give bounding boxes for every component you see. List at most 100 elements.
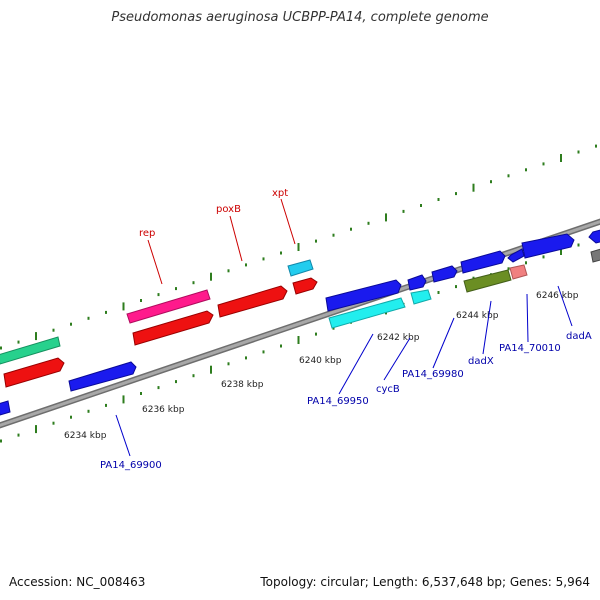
scale-dot <box>17 433 20 437</box>
scale-tick-label: 6246 kbp <box>536 291 579 301</box>
scale-dot <box>507 267 510 271</box>
gene-label[interactable]: rep <box>139 228 155 239</box>
genome-summary: Topology: circular; Length: 6,537,648 bp… <box>260 575 590 589</box>
scale-dot <box>332 326 335 330</box>
scale-dot <box>105 403 107 407</box>
label-leader-lines <box>115 198 573 457</box>
gene-label[interactable]: xpt <box>272 188 288 199</box>
scale-dot <box>245 356 247 360</box>
scale-dot <box>122 395 125 404</box>
scale-dot <box>0 439 2 443</box>
gene-feature[interactable] <box>132 310 214 346</box>
gene-feature[interactable] <box>126 289 211 324</box>
scale-dot <box>542 162 545 166</box>
scale-dot <box>525 168 527 172</box>
leader-line <box>229 215 243 262</box>
scale-dot <box>157 293 160 297</box>
gene-label[interactable]: poxB <box>216 204 241 215</box>
scale-dot <box>595 144 597 148</box>
scale-dot <box>542 255 545 259</box>
scale-dot <box>87 316 90 320</box>
scale-tick-label: 6234 kbp <box>64 431 107 441</box>
scale-dot <box>262 350 265 354</box>
scale-dot <box>332 233 335 237</box>
leader-line <box>147 239 163 285</box>
scale-dot <box>437 291 440 294</box>
leader-line <box>482 300 492 355</box>
gene-feature[interactable] <box>68 361 137 392</box>
scale-dot <box>507 174 510 178</box>
scale-tick-label: 6236 kbp <box>142 405 185 415</box>
gene-label[interactable]: dadA <box>566 331 592 342</box>
scale-dot <box>175 287 177 291</box>
scale-dot <box>245 263 247 267</box>
scale-dot <box>17 340 20 344</box>
scale-dot <box>192 374 195 378</box>
scale-dot <box>157 386 160 390</box>
scale-dot <box>525 261 527 265</box>
scale-dot <box>140 299 142 302</box>
gene-feature[interactable] <box>292 277 318 295</box>
scale-dot <box>87 409 90 413</box>
scale-dot <box>577 150 580 154</box>
scale-dot <box>140 392 142 395</box>
scale-dot <box>280 251 282 255</box>
gene-label[interactable]: dadX <box>468 356 494 367</box>
gene-feature[interactable] <box>507 248 525 263</box>
leader-line <box>280 198 296 245</box>
scale-dot <box>210 272 212 281</box>
scale-dot <box>52 421 55 425</box>
scale-dot <box>455 285 457 289</box>
gene-feature[interactable] <box>0 336 61 365</box>
leader-line <box>338 333 374 395</box>
gene-label[interactable]: PA14_69980 <box>402 369 464 380</box>
scale-dot <box>577 243 580 247</box>
gene-feature[interactable] <box>521 233 575 259</box>
scale-dot <box>227 269 230 273</box>
gene-feature[interactable] <box>328 297 406 329</box>
gene-feature[interactable] <box>410 289 432 305</box>
gene-feature[interactable] <box>463 269 512 293</box>
gene-feature[interactable] <box>0 400 11 416</box>
gene-feature[interactable] <box>509 264 528 280</box>
scale-dot <box>297 243 300 251</box>
gene-label[interactable]: cycB <box>376 384 400 395</box>
gene-feature[interactable] <box>287 259 314 277</box>
gene-feature[interactable] <box>217 285 288 318</box>
scale-dot <box>52 328 55 332</box>
scale-dot <box>367 221 370 225</box>
gene-feature[interactable] <box>3 357 65 388</box>
scale-dot <box>70 415 72 419</box>
scale-dot <box>35 332 37 341</box>
scale-dot <box>385 213 387 222</box>
scale-tick-labels: 6234 kbp 6236 kbp 6238 kbp 6240 kbp 6242 kbp… <box>64 291 579 441</box>
upper-scale-dots <box>0 144 597 350</box>
gene-label[interactable]: PA14_69950 <box>307 396 369 407</box>
gene-feature[interactable] <box>588 229 600 244</box>
scale-dot <box>350 227 352 231</box>
scale-dot <box>297 336 300 344</box>
scale-dot <box>402 209 405 213</box>
scale-dot <box>472 183 475 192</box>
gene-feature[interactable] <box>590 248 600 263</box>
gene-label[interactable]: PA14_69900 <box>100 460 162 471</box>
scale-dot <box>0 346 2 350</box>
scale-tick-label: 6238 kbp <box>221 380 264 390</box>
gene-feature[interactable] <box>325 279 402 312</box>
scale-dot <box>455 192 457 196</box>
gene-feature[interactable] <box>431 265 458 283</box>
scale-dot <box>262 257 265 261</box>
gene-label[interactable]: PA14_70010 <box>499 343 561 354</box>
scale-tick-label: 6242 kbp <box>377 333 420 343</box>
scale-dot <box>192 281 195 285</box>
leader-line <box>557 285 573 327</box>
backbone <box>0 218 600 429</box>
leader-line <box>115 414 131 457</box>
gene-feature[interactable] <box>460 250 506 274</box>
scale-dot <box>560 247 562 255</box>
gene-feature[interactable] <box>407 274 427 291</box>
scale-dot <box>490 180 492 184</box>
map-title: Pseudomonas aeruginosa UCBPP-PA14, compl… <box>111 10 489 25</box>
scale-dot <box>227 362 230 366</box>
